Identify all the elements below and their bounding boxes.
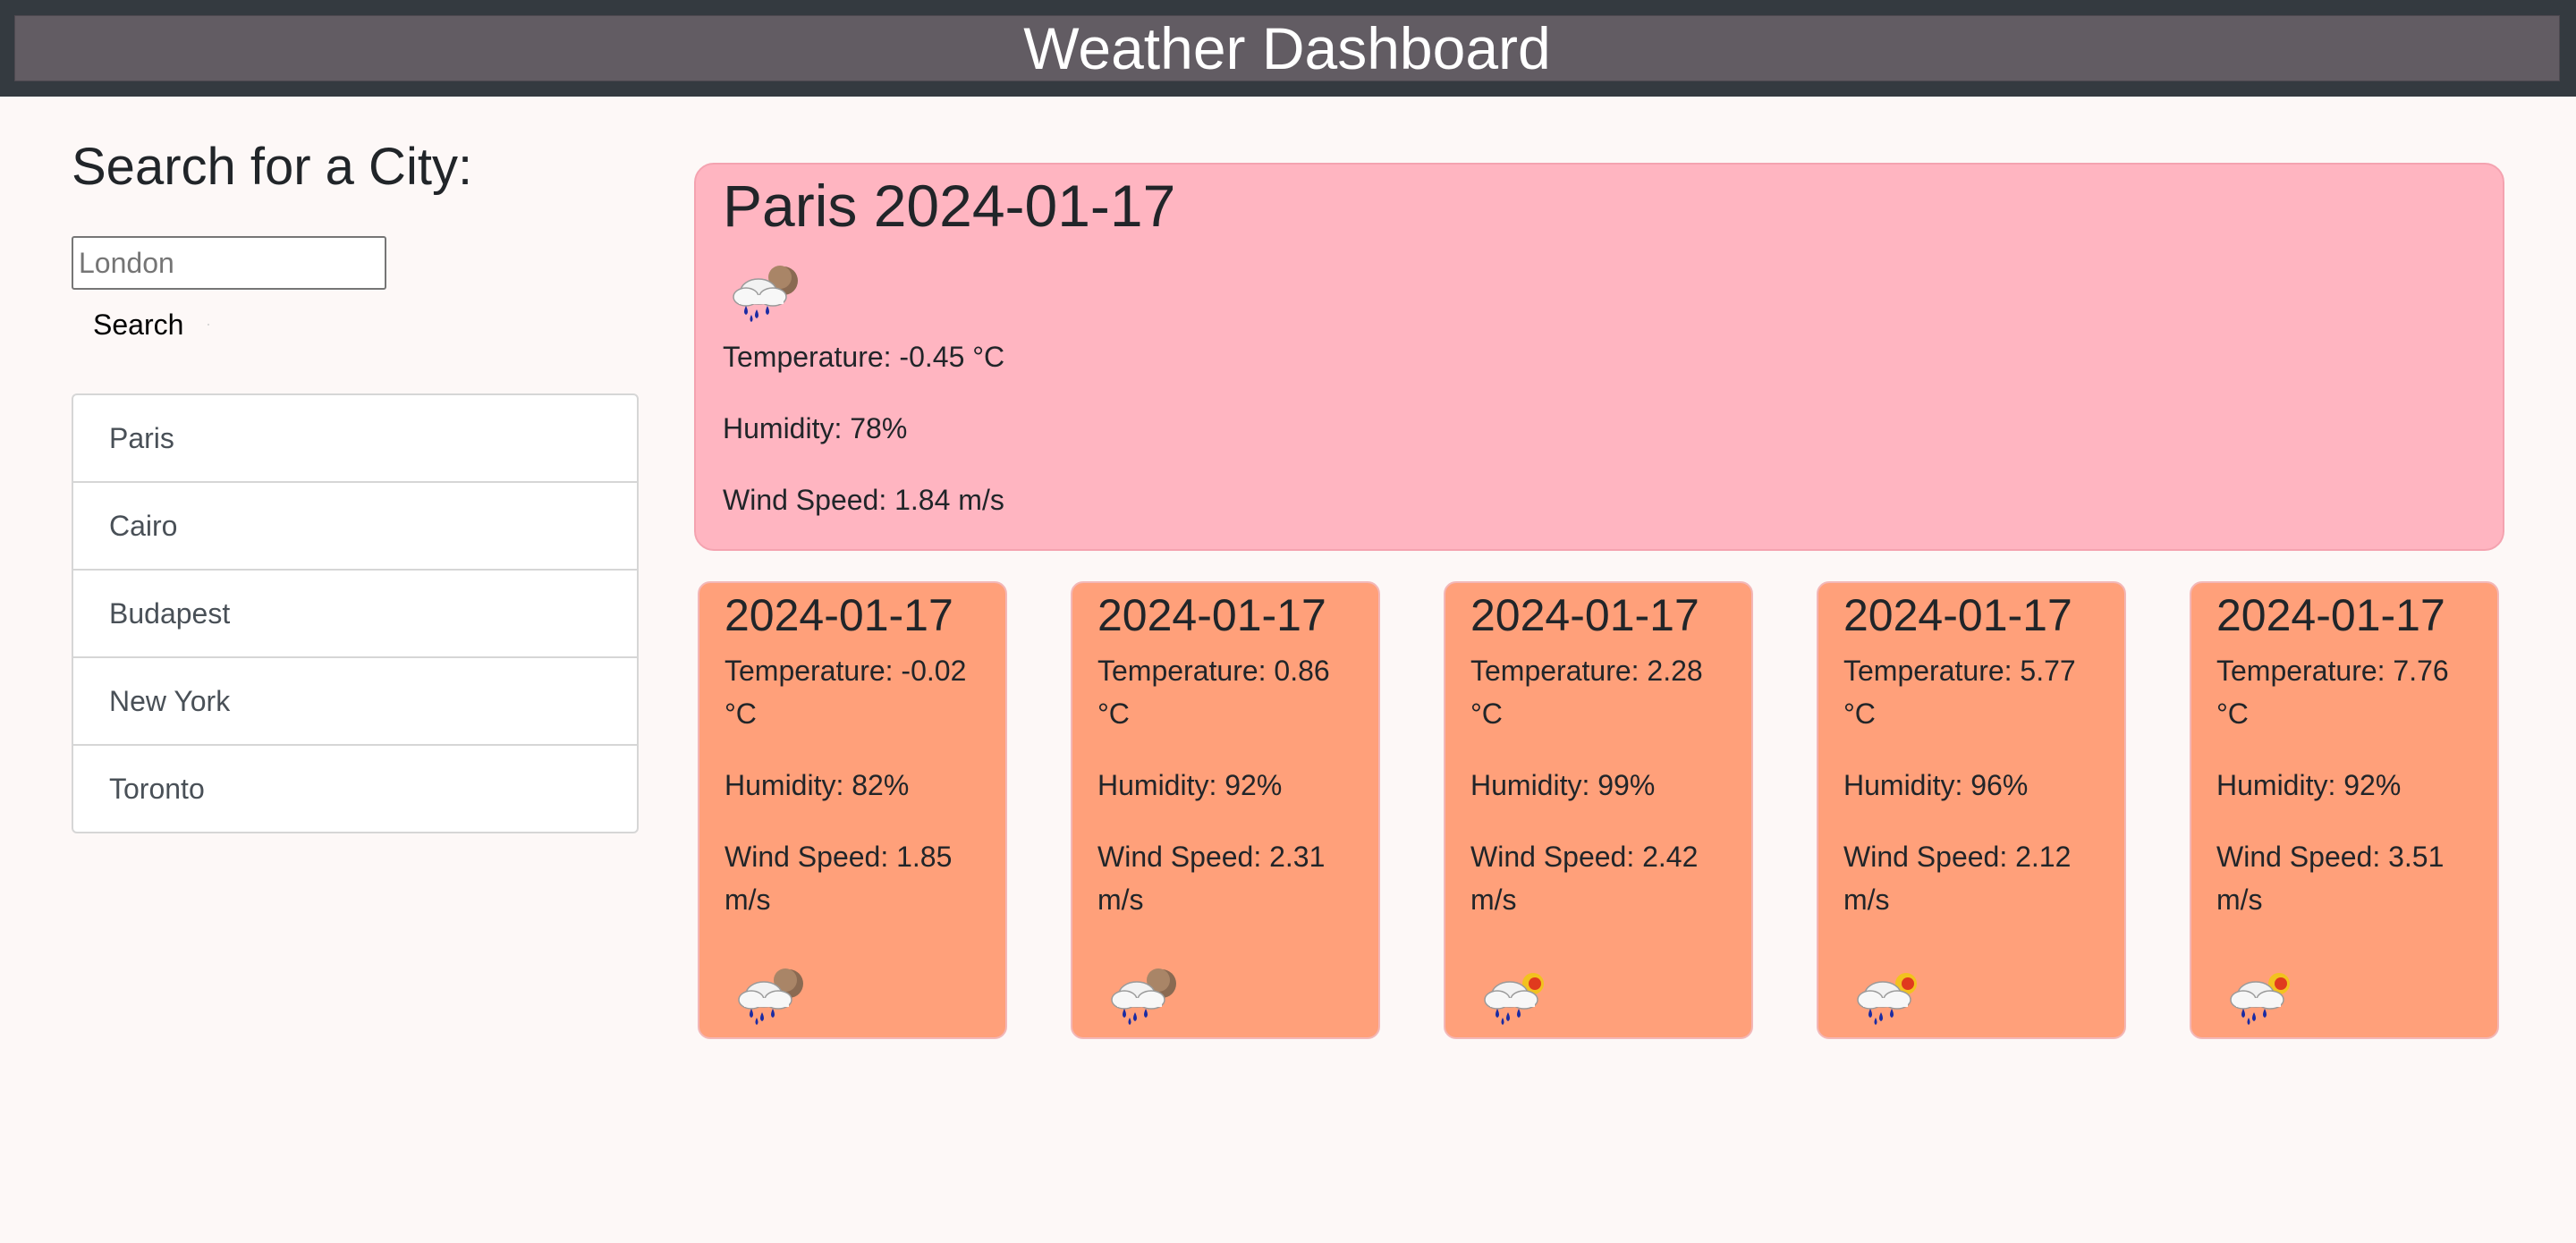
page-title: Weather Dashboard (1023, 15, 1551, 81)
current-city-date: Paris 2024-01-17 (723, 173, 1176, 239)
rain-cloud-sun-icon (2224, 960, 2304, 1028)
forecast-card: 2024-01-17 Temperature: 5.77 °C Humidity… (1817, 581, 2126, 1039)
city-search-input[interactable] (72, 236, 386, 290)
current-weather-card: Paris 2024-01-17 Temperature: -0.45 °C H… (694, 163, 2504, 551)
forecast-wind-speed: Wind Speed: 3.51 m/s (2216, 841, 2445, 916)
forecast-temperature: Temperature: 2.28 °C (1470, 655, 1703, 730)
history-item-toronto[interactable]: Toronto (109, 772, 205, 805)
forecast-humidity: Humidity: 92% (1097, 769, 1283, 801)
forecast-temperature: Temperature: 5.77 °C (1843, 655, 2076, 730)
forecast-humidity: Humidity: 92% (2216, 769, 2402, 801)
current-temperature: Temperature: -0.45 °C (723, 341, 1005, 373)
forecast-date: 2024-01-17 (1843, 590, 2072, 640)
forecast-wind-speed: Wind Speed: 1.85 m/s (724, 841, 953, 916)
history-item-paris[interactable]: Paris (73, 395, 637, 483)
forecast-temperature: Temperature: -0.02 °C (724, 655, 967, 730)
forecast-temperature: Temperature: 7.76 °C (2216, 655, 2449, 730)
rain-cloud-night-icon (732, 960, 812, 1028)
forecast-date: 2024-01-17 (1470, 590, 1699, 640)
forecast-humidity: Humidity: 82% (724, 769, 910, 801)
forecast-humidity: Humidity: 99% (1470, 769, 1656, 801)
rain-cloud-sun-icon (1851, 960, 1931, 1028)
forecast-date: 2024-01-17 (1097, 590, 1326, 640)
forecast-card: 2024-01-17 Temperature: 2.28 °C Humidity… (1444, 581, 1753, 1039)
forecast-card: 2024-01-17 Temperature: 0.86 °C Humidity… (1071, 581, 1380, 1039)
forecast-wind-speed: Wind Speed: 2.42 m/s (1470, 841, 1699, 916)
search-button[interactable]: Search (72, 300, 211, 349)
current-humidity: Humidity: 78% (723, 412, 908, 444)
forecast-card: 2024-01-17 Temperature: 7.76 °C Humidity… (2190, 581, 2499, 1039)
header-bar: Weather Dashboard (0, 0, 2576, 97)
header-title-bar: Weather Dashboard (14, 15, 2560, 81)
forecast-wind-speed: Wind Speed: 2.12 m/s (1843, 841, 2072, 916)
search-history-list: Paris Cairo Budapest New York Toronto (72, 393, 639, 833)
history-item-cairo[interactable]: Cairo (73, 483, 637, 571)
forecast-date: 2024-01-17 (2216, 590, 2445, 640)
current-wind-speed: Wind Speed: 1.84 m/s (723, 484, 1004, 516)
forecast-temperature: Temperature: 0.86 °C (1097, 655, 1330, 730)
forecast-date: 2024-01-17 (724, 590, 953, 640)
rain-cloud-night-icon (1105, 960, 1185, 1028)
history-item-budapest[interactable]: Budapest (73, 571, 637, 658)
search-heading: Search for a City: (72, 138, 473, 196)
forecast-card: 2024-01-17 Temperature: -0.02 °C Humidit… (698, 581, 1007, 1039)
history-item-new-york[interactable]: New York (73, 658, 637, 746)
forecast-humidity: Humidity: 96% (1843, 769, 2029, 801)
rain-cloud-night-icon (726, 258, 807, 326)
forecast-wind-speed: Wind Speed: 2.31 m/s (1097, 841, 1326, 916)
rain-cloud-sun-icon (1478, 960, 1558, 1028)
